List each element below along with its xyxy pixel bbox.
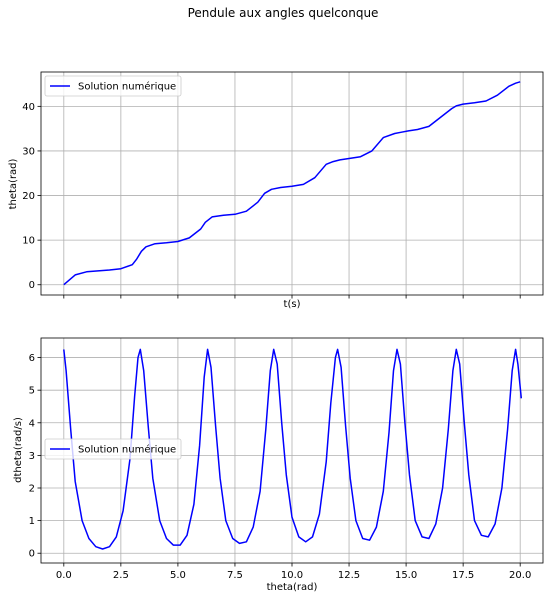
top-legend-label: Solution numérique (78, 81, 176, 93)
bottom-xtick-label: 10.0 (281, 570, 303, 581)
bottom-xtick-label: 20.0 (509, 570, 531, 581)
top-legend: Solution numérique (44, 75, 182, 97)
top-ytick-label: 20 (22, 191, 35, 202)
bottom-xticks: 0.0 2.5 5.0 7.5 10.0 12.5 15.0 17.5 20.0 (56, 563, 531, 581)
top-ytick-label: 10 (22, 236, 35, 247)
top-ylabel: theta(rad) (8, 158, 19, 209)
top-ytick-label: 40 (22, 102, 35, 113)
top-grid (41, 72, 543, 295)
bottom-grid (41, 338, 543, 563)
top-series (63, 81, 521, 286)
top-axes: 0 10 20 30 40 t(s) theta(rad) Solution numér… (8, 71, 544, 310)
bottom-xtick-label: 15.0 (395, 570, 417, 581)
bottom-series-line (63, 348, 523, 550)
bottom-axes: 0.0 2.5 5.0 7.5 10.0 12.5 15.0 17.5 20.0 0 1 2 3 4 5 6… (13, 337, 544, 593)
figure-title: Pendule aux angles quelconque (188, 6, 379, 20)
bottom-xlabel: theta(rad) (267, 582, 318, 593)
bottom-legend-box (44, 438, 182, 460)
top-legend-box (44, 75, 182, 97)
top-xticks (63, 295, 521, 299)
bottom-xtick-label: 0.0 (56, 570, 72, 581)
bottom-series (63, 348, 523, 550)
bottom-xtick-label: 5.0 (170, 570, 186, 581)
bottom-ytick-label: 6 (29, 353, 35, 364)
top-xlabel: t(s) (284, 299, 301, 310)
bottom-xtick-label: 2.5 (113, 570, 129, 581)
bottom-xtick-label: 17.5 (452, 570, 474, 581)
bottom-ylabel: dtheta(rad/s) (13, 417, 24, 483)
bottom-ytick-label: 5 (29, 386, 35, 397)
top-yticks: 0 10 20 30 40 (22, 102, 41, 291)
bottom-legend-label: Solution numérique (78, 444, 176, 456)
bottom-ytick-label: 3 (29, 451, 35, 462)
bottom-ytick-label: 0 (29, 549, 35, 560)
bottom-legend: Solution numérique (44, 438, 182, 460)
bottom-ytick-label: 1 (29, 516, 35, 527)
bottom-xtick-label: 7.5 (227, 570, 243, 581)
top-ytick-label: 0 (29, 280, 35, 291)
bottom-yticks: 0 1 2 3 4 5 6 (29, 353, 41, 560)
top-ytick-label: 30 (22, 146, 35, 157)
bottom-xtick-label: 12.5 (338, 570, 360, 581)
bottom-ytick-label: 2 (29, 484, 35, 495)
bottom-ytick-label: 4 (29, 418, 35, 429)
top-series-line (63, 81, 521, 286)
